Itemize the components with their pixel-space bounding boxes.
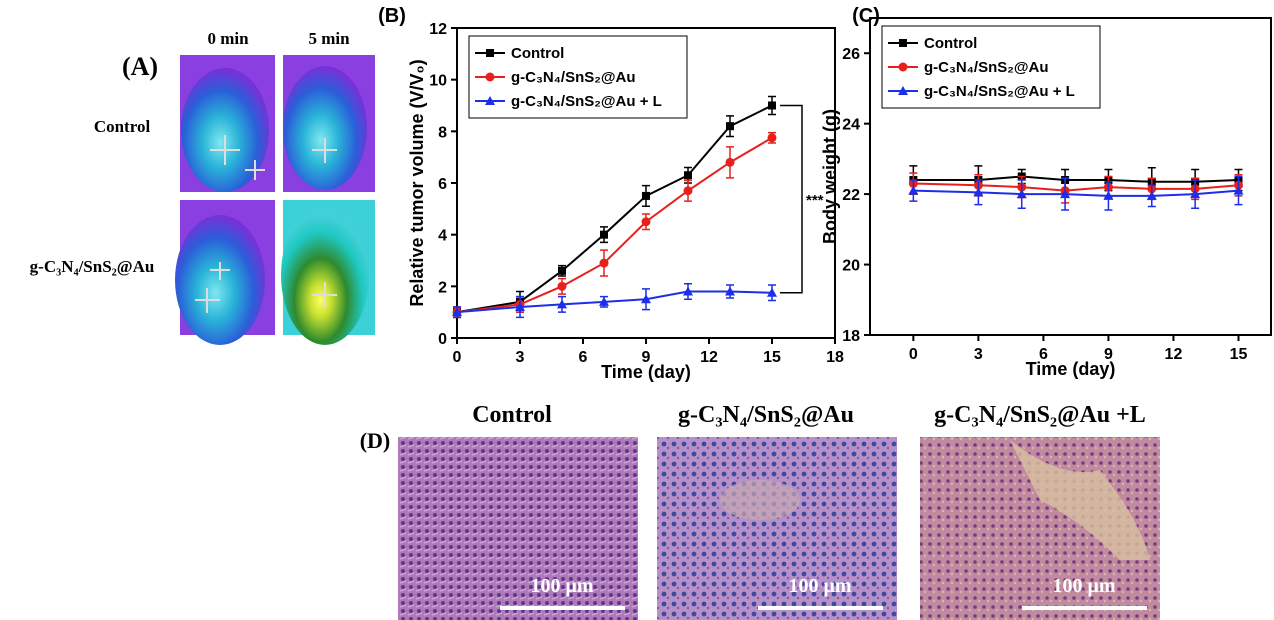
series-line xyxy=(456,136,773,314)
marker xyxy=(599,258,609,268)
marker xyxy=(768,101,776,110)
y-tick-label: 22 xyxy=(842,187,860,204)
marker xyxy=(486,49,494,57)
series-line xyxy=(456,104,773,314)
y-tick-label: 12 xyxy=(429,21,447,38)
series-line xyxy=(913,175,1239,183)
annotation: *** xyxy=(806,192,824,209)
x-tick-label: 3 xyxy=(974,346,983,363)
histology-images xyxy=(398,437,1160,620)
marker xyxy=(1146,190,1157,200)
significance-bracket xyxy=(780,104,803,294)
image-title: Control xyxy=(472,402,552,428)
y-tick-label: 26 xyxy=(842,46,860,63)
marker xyxy=(725,157,735,167)
row-label: Control xyxy=(94,117,151,136)
marker xyxy=(641,217,651,227)
x-axis-label: Time (day) xyxy=(601,362,691,382)
thermal-images xyxy=(175,55,375,345)
y-tick-label: 2 xyxy=(438,279,447,296)
marker xyxy=(558,266,566,275)
y-tick-label: 0 xyxy=(438,331,447,348)
y-tick-label: 20 xyxy=(842,258,860,275)
marker xyxy=(452,307,462,317)
marker xyxy=(899,39,907,47)
marker xyxy=(767,287,777,297)
legend-label: Control xyxy=(511,45,564,62)
panel-label: (B) xyxy=(378,5,406,27)
plot-frame xyxy=(869,17,1272,336)
x-tick-label: 15 xyxy=(1230,346,1248,363)
x-tick-label: 9 xyxy=(1104,346,1113,363)
y-axis-label: Relative tumor volume (V/V₀) xyxy=(407,59,427,306)
marker xyxy=(683,286,693,296)
x-tick-label: 18 xyxy=(826,349,844,366)
x-tick-label: 9 xyxy=(642,349,651,366)
x-tick-label: 0 xyxy=(453,349,462,366)
panel-label: (A) xyxy=(122,52,158,81)
marker xyxy=(641,294,651,304)
series-line xyxy=(913,189,1239,197)
marker xyxy=(973,187,984,197)
image-title: g-C₃N₄/SnS₂@Au xyxy=(678,402,854,428)
series-line xyxy=(456,290,773,314)
x-tick-label: 12 xyxy=(700,349,718,366)
y-axis-label: Body weight (g) xyxy=(820,109,840,244)
y-tick-label: 18 xyxy=(842,328,860,345)
marker xyxy=(600,230,608,239)
column-label: 5 min xyxy=(308,29,350,48)
marker xyxy=(557,299,567,309)
legend-label: g-C₃N₄/SnS₂@Au xyxy=(924,59,1049,76)
x-tick-label: 15 xyxy=(763,349,781,366)
marker xyxy=(1233,185,1244,195)
marker xyxy=(683,186,693,196)
marker xyxy=(767,133,777,143)
legend-label: g-C₃N₄/SnS₂@Au + L xyxy=(511,93,662,110)
marker xyxy=(898,62,908,72)
x-tick-label: 6 xyxy=(579,349,588,366)
image-title: g-C₃N₄/SnS₂@Au +L xyxy=(934,402,1146,428)
marker xyxy=(725,286,735,296)
legend-box xyxy=(468,35,688,119)
y-tick-label: 8 xyxy=(438,124,447,141)
marker xyxy=(485,96,495,105)
scale-bar-label: 100 μm xyxy=(789,575,852,597)
row-label: g-C₃N₄/SnS₂@Au xyxy=(30,257,155,276)
marker xyxy=(515,302,525,311)
panel-label: (C) xyxy=(852,5,880,27)
series-line xyxy=(913,182,1239,192)
legend-label: g-C₃N₄/SnS₂@Au + L xyxy=(924,83,1075,100)
x-tick-label: 12 xyxy=(1165,346,1183,363)
marker xyxy=(1190,189,1201,199)
y-tick-label: 6 xyxy=(438,176,447,193)
x-tick-label: 3 xyxy=(516,349,525,366)
legend-label: Control xyxy=(924,35,977,52)
marker xyxy=(1060,189,1071,199)
x-axis-label: Time (day) xyxy=(1026,359,1116,379)
marker xyxy=(599,296,609,306)
legend-box xyxy=(881,25,1101,109)
marker xyxy=(908,185,919,195)
column-label: 0 min xyxy=(207,29,249,48)
x-tick-label: 6 xyxy=(1039,346,1048,363)
panel-label: (D) xyxy=(360,428,391,453)
marker xyxy=(642,191,650,200)
marker xyxy=(1103,190,1114,200)
marker xyxy=(726,122,734,131)
marker xyxy=(684,171,692,180)
x-tick-label: 0 xyxy=(909,346,918,363)
marker xyxy=(898,86,908,95)
y-tick-label: 24 xyxy=(842,117,860,134)
marker xyxy=(1016,189,1027,199)
marker xyxy=(557,281,567,291)
marker xyxy=(485,72,495,82)
scale-bar-label: 100 μm xyxy=(531,575,594,597)
y-tick-label: 4 xyxy=(438,228,447,245)
scale-bar-label: 100 μm xyxy=(1053,575,1116,597)
y-tick-label: 10 xyxy=(429,73,447,90)
legend-label: g-C₃N₄/SnS₂@Au xyxy=(511,69,636,86)
